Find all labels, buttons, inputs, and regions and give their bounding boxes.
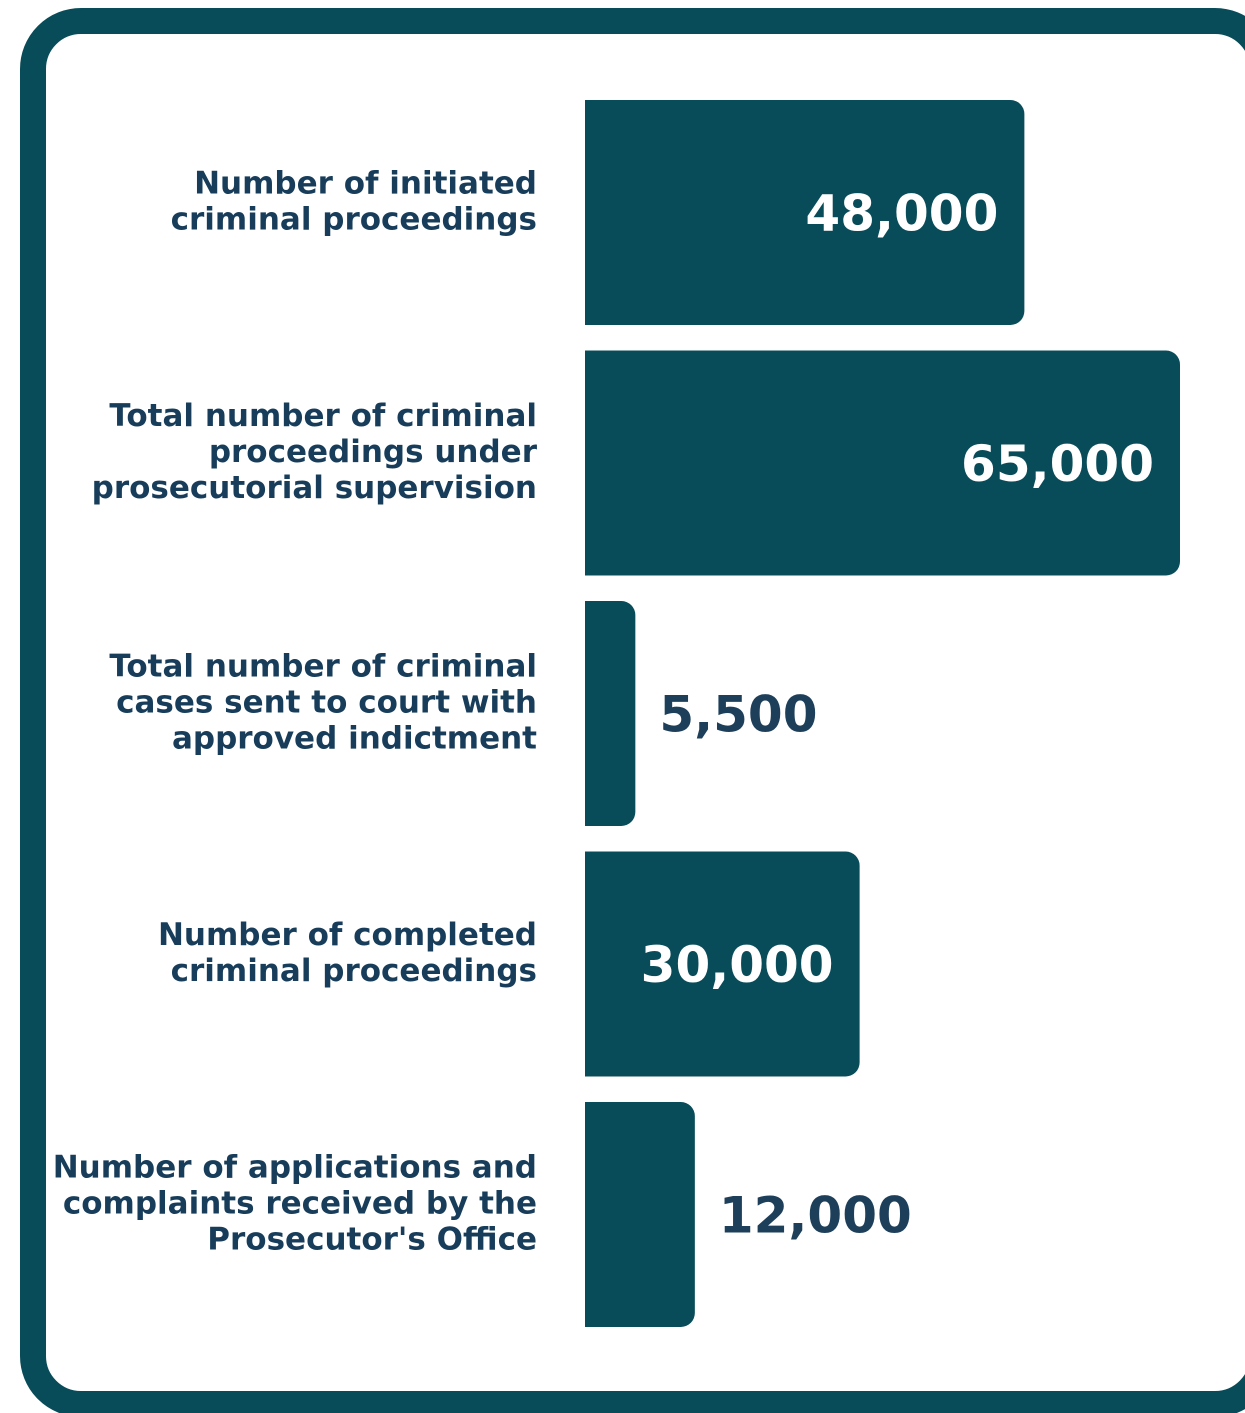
bar bbox=[585, 350, 1181, 576]
value-label: 65,000 bbox=[961, 435, 1154, 493]
value-label: 48,000 bbox=[805, 185, 998, 243]
value-label: 5,500 bbox=[659, 686, 817, 744]
value-label: 12,000 bbox=[719, 1187, 912, 1245]
category-label: Number of completed criminal proceedings bbox=[158, 917, 537, 989]
value-label: 30,000 bbox=[641, 936, 834, 994]
bar bbox=[585, 1102, 695, 1327]
category-label: Total number of criminal cases sent to co… bbox=[109, 649, 537, 757]
category-label: Total number of criminal proceedings unde… bbox=[92, 398, 538, 506]
bar bbox=[585, 601, 636, 826]
category-label: Number of initiated criminal proceedings bbox=[171, 166, 537, 238]
bar bbox=[585, 851, 860, 1077]
bar bbox=[585, 100, 1025, 325]
category-label: Number of applications and complaints rec… bbox=[53, 1150, 537, 1258]
